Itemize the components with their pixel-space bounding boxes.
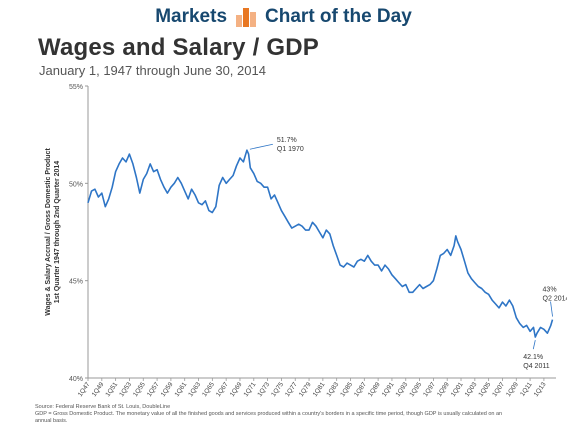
x-tick-label: 1Q85 [339, 381, 354, 398]
y-axis-label-line: 1st Quarter 1947 through 2nd Quarter 201… [54, 161, 61, 303]
x-tick-label: 1Q03 [464, 381, 479, 398]
x-tick-label: 1Q57 [146, 381, 161, 398]
x-tick-label: 1Q59 [160, 381, 175, 398]
y-tick-label: 40% [69, 376, 83, 383]
x-tick-label: 1Q71 [243, 381, 258, 398]
chart-logo-icon [236, 8, 257, 27]
x-tick-label: 1Q53 [118, 381, 133, 398]
x-tick-label: 1Q79 [298, 381, 313, 398]
x-tick-label: 1Q07 [491, 381, 506, 398]
annotation-label: 51.7% [277, 137, 297, 144]
x-tick-label: 1Q05 [477, 381, 492, 398]
x-tick-label: 1Q87 [353, 381, 368, 398]
x-tick-label: 1Q47 [77, 381, 92, 398]
x-tick-label: 1Q61 [173, 381, 188, 398]
x-tick-label: 1Q01 [450, 381, 465, 398]
banner-chart-of-the-day-label: Chart of the Day [265, 6, 412, 27]
x-tick-label: 1Q11 [519, 381, 534, 398]
annotation-pointer [532, 340, 536, 350]
annotation-label: 43% [543, 287, 557, 294]
annotation-label: Q2 2014 [543, 296, 567, 303]
x-tick-label: 1Q91 [381, 381, 396, 398]
x-tick-label: 1Q55 [132, 381, 147, 398]
chart-title: Wages and Salary / GDP [38, 34, 319, 61]
x-tick-label: 1Q89 [367, 381, 382, 398]
source-footnote: Source: Federal Reserve Bank of St. Loui… [35, 404, 171, 410]
annotation-label: Q4 2011 [523, 363, 549, 370]
banner-markets-label: Markets [155, 6, 228, 27]
x-tick-label: 1Q83 [325, 381, 340, 398]
x-tick-label: 1Q51 [104, 381, 119, 398]
annotation-label: 42.1% [523, 354, 543, 361]
annotation-pointer [550, 301, 553, 317]
x-tick-label: 1Q63 [187, 381, 202, 398]
annotation-pointer [249, 143, 273, 150]
series-line [87, 149, 554, 338]
x-tick-label: 1Q69 [229, 381, 244, 398]
annotation-label: Q1 1970 [277, 146, 304, 153]
gdp-definition-footnote: GDP = Gross Domestic Product. The moneta… [35, 411, 503, 417]
x-tick-label: 1Q81 [312, 381, 327, 398]
x-tick-label: 1Q49 [91, 381, 106, 398]
y-tick-label: 55% [69, 84, 83, 91]
banner-header: Markets Chart of the Day [0, 0, 567, 34]
x-tick-label: 1Q93 [395, 381, 410, 398]
x-tick-label: 1Q65 [201, 381, 216, 398]
x-tick-label: 1Q73 [256, 381, 271, 398]
x-tick-label: 1Q09 [505, 381, 520, 398]
x-tick-label: 1Q97 [422, 381, 437, 398]
y-tick-label: 45% [69, 279, 83, 286]
x-tick-label: 1Q13 [533, 381, 548, 398]
y-axis-label-line: Wages & Salary Accrual / Gross Domestic … [45, 148, 52, 316]
x-tick-label: 1Q67 [215, 381, 230, 398]
x-tick-label: 1Q99 [436, 381, 451, 398]
x-tick-label: 1Q75 [270, 381, 285, 398]
x-tick-label: 1Q77 [284, 381, 299, 398]
y-tick-label: 50% [69, 181, 83, 188]
gdp-definition-footnote-continued: annual basis. [35, 418, 68, 424]
chart-subtitle: January 1, 1947 through June 30, 2014 [39, 63, 266, 78]
x-tick-label: 1Q95 [408, 381, 423, 398]
